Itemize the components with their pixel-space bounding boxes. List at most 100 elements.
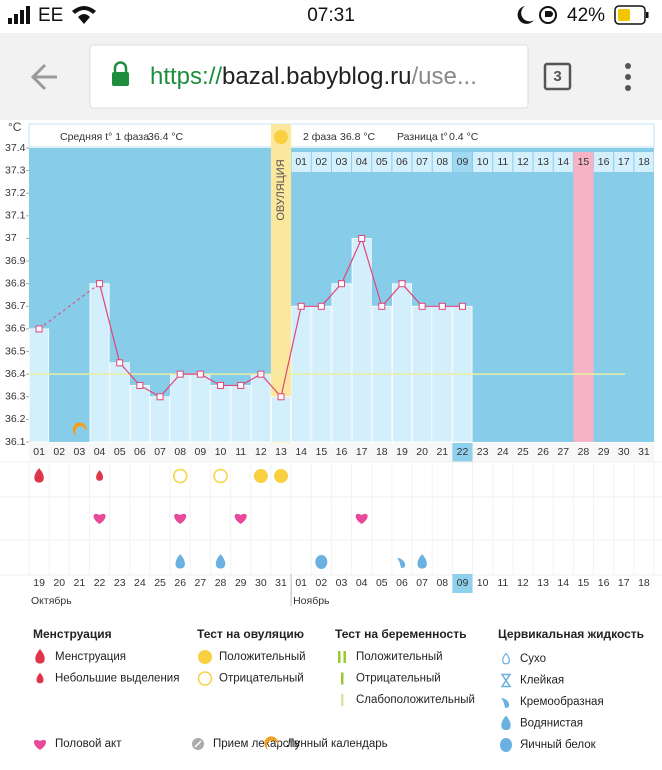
tabs-button[interactable] xyxy=(543,62,572,91)
date-label: 17 xyxy=(618,577,630,589)
legend-item: Половой акт xyxy=(33,738,122,750)
cycle-day: 18 xyxy=(638,156,650,168)
cycle-day: 17 xyxy=(618,156,630,168)
cycle-day: 06 xyxy=(396,156,408,168)
day-label: 12 xyxy=(255,446,267,458)
battery-level: 42% xyxy=(567,5,605,26)
cycle-day-cell xyxy=(372,152,392,172)
legend-item: Менструация xyxy=(35,649,126,664)
y-tick-label: 36.2 xyxy=(5,413,26,425)
day-label: 29 xyxy=(598,446,610,458)
temperature-point xyxy=(358,234,366,242)
today-date-cell xyxy=(452,574,473,593)
cycle-day: 12 xyxy=(517,156,529,168)
temperature-point xyxy=(196,370,204,378)
legend-label: Положительный xyxy=(356,651,443,663)
date-label: 30 xyxy=(255,577,267,589)
date-label: 24 xyxy=(134,577,146,589)
day-label: 09 xyxy=(195,446,207,458)
cycle-day: 04 xyxy=(356,156,368,168)
month-label: Ноябрь xyxy=(293,595,330,607)
cycle-day: 09 xyxy=(457,156,469,168)
cycle-day: 13 xyxy=(537,156,549,168)
menu-button[interactable] xyxy=(625,63,631,91)
egg-white-icon xyxy=(500,738,512,752)
tab-count: 3 xyxy=(553,68,561,85)
url-box[interactable] xyxy=(89,44,529,109)
y-tick-label: 36.4 xyxy=(5,368,26,380)
cycle-day-cell xyxy=(594,152,614,172)
expected-day-column xyxy=(573,152,594,442)
temperature-bar xyxy=(29,328,50,443)
legend-item: Яичный белок xyxy=(500,738,597,752)
day-symbol xyxy=(34,468,44,483)
date-label: 31 xyxy=(275,577,287,589)
day-symbol xyxy=(172,468,188,484)
day-symbol xyxy=(213,468,228,484)
day-label: 05 xyxy=(114,446,126,458)
today-cell xyxy=(452,443,473,462)
drop-icon xyxy=(96,470,104,481)
cycle-day: 08 xyxy=(436,156,448,168)
temperature-bar xyxy=(230,385,251,443)
legend-label: Половой акт xyxy=(55,738,122,750)
date-label: 16 xyxy=(598,577,610,589)
ovulation-marker xyxy=(274,130,289,144)
legend-title: Менструация xyxy=(33,627,112,641)
y-tick-label: 36.5 xyxy=(5,345,26,357)
back-button[interactable] xyxy=(30,63,57,91)
legend-label: Клейкая xyxy=(520,675,564,687)
cycle-day-cell xyxy=(291,152,311,172)
test-icon xyxy=(213,468,228,484)
url-path: /use... xyxy=(412,63,477,90)
day-symbol xyxy=(215,554,226,569)
temperature-bar xyxy=(150,396,171,443)
ovulation-column xyxy=(270,124,292,462)
heart-icon xyxy=(93,513,106,524)
cycle-day-cell xyxy=(533,152,553,172)
legend-item: Прием лекарств xyxy=(192,738,300,750)
date-label: 29 xyxy=(235,577,247,589)
date-label: 14 xyxy=(557,577,569,589)
summary-label: Средняя t° 1 фаза xyxy=(60,131,149,143)
day-symbol xyxy=(355,513,368,524)
date-label: 11 xyxy=(497,577,508,589)
day-label: 30 xyxy=(618,446,630,458)
day-label: 18 xyxy=(376,446,388,458)
summary-label: Разница t° xyxy=(397,131,448,143)
temperature-point xyxy=(176,370,184,378)
day-symbol xyxy=(96,470,104,481)
legend-label: Кремообразная xyxy=(520,696,604,708)
day-label: 13 xyxy=(275,446,287,458)
date-label: 19 xyxy=(33,577,45,589)
temperature-bar xyxy=(190,373,211,443)
day-label: 07 xyxy=(154,446,166,458)
legend-item: Слабоположительный xyxy=(341,694,475,706)
url-host: bazal.babyblog.ru xyxy=(222,63,411,90)
drop-icon xyxy=(34,468,44,483)
cycle-day: 11 xyxy=(497,156,508,168)
cycle-day-cell xyxy=(432,152,452,172)
legend-label: Яичный белок xyxy=(520,739,597,751)
temperature-bar xyxy=(170,373,191,443)
date-label: 02 xyxy=(315,577,327,589)
legend-item: Водянистая xyxy=(501,715,583,731)
drop-icon xyxy=(36,672,44,684)
day-label: 24 xyxy=(497,446,509,458)
day-symbol xyxy=(72,422,87,436)
legend-label: Положительный xyxy=(219,651,306,663)
cycle-day: 15 xyxy=(578,156,590,168)
day-label: 06 xyxy=(134,446,146,458)
cycle-day-cell xyxy=(412,152,432,172)
date-label: 06 xyxy=(396,577,408,589)
legend-item: Положительный xyxy=(198,650,306,664)
date-label: 28 xyxy=(215,577,227,589)
temperature-point xyxy=(458,302,466,310)
drop-icon xyxy=(501,715,511,731)
cycle-day-cell xyxy=(311,152,331,172)
date-label: 12 xyxy=(517,577,529,589)
legend-item: Кремообразная xyxy=(501,696,604,708)
day-label: 16 xyxy=(336,446,348,458)
heart-icon xyxy=(33,739,47,750)
date-label: 15 xyxy=(578,577,590,589)
